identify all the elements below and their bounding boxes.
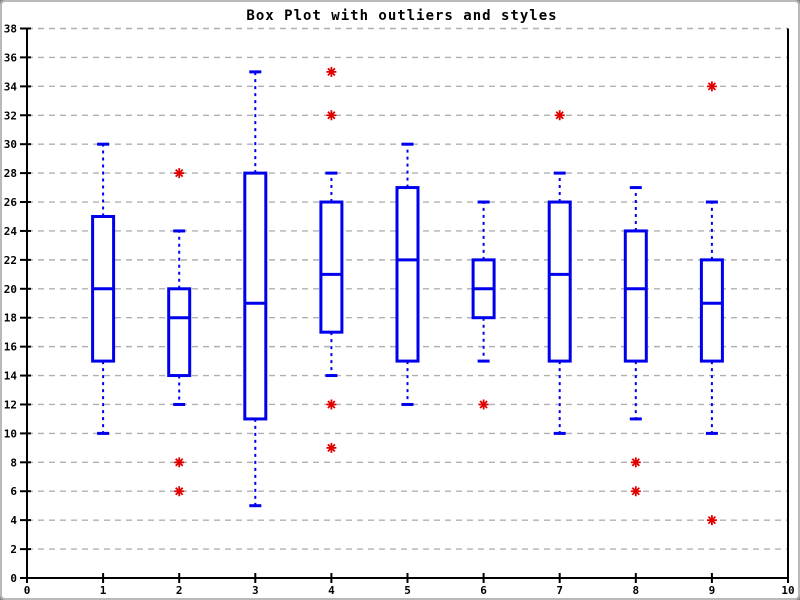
outlier-marker xyxy=(554,110,565,121)
outlier-ray xyxy=(327,443,336,452)
box-group xyxy=(395,142,420,406)
box-group xyxy=(471,200,496,410)
outlier-marker xyxy=(326,399,337,410)
outlier-marker xyxy=(326,66,337,77)
outlier-ray xyxy=(479,400,488,409)
y-tick-label: 4 xyxy=(10,514,17,527)
x-tick-label: 0 xyxy=(24,584,31,597)
y-tick-label: 2 xyxy=(10,543,17,556)
y-tick-label: 8 xyxy=(10,456,17,469)
iqr-box xyxy=(547,200,572,363)
x-tick-label: 9 xyxy=(709,584,716,597)
outlier-marker xyxy=(174,486,185,497)
box-group xyxy=(243,70,268,508)
x-tick-label: 3 xyxy=(252,584,259,597)
x-tick-label: 5 xyxy=(404,584,411,597)
x-tick-label: 4 xyxy=(328,584,335,597)
outlier-ray xyxy=(327,400,336,409)
outlier-ray xyxy=(631,458,640,467)
y-tick-label: 24 xyxy=(4,225,18,238)
outlier-marker xyxy=(326,442,337,453)
y-tick-label: 16 xyxy=(4,341,18,354)
chart-title: Box Plot with outliers and styles xyxy=(246,8,558,24)
x-tick-label: 7 xyxy=(556,584,563,597)
y-tick-label: 34 xyxy=(4,80,18,93)
iqr-box xyxy=(167,287,192,378)
y-tick-label: 36 xyxy=(4,51,18,64)
iqr-box xyxy=(243,171,268,421)
x-tick-label: 6 xyxy=(480,584,487,597)
iqr-box xyxy=(623,229,648,363)
outlier-marker xyxy=(326,110,337,121)
outlier-marker xyxy=(706,81,717,92)
y-tick-label: 26 xyxy=(4,196,18,209)
outlier-ray xyxy=(175,458,184,467)
box-group xyxy=(167,168,192,497)
x-tick-label: 8 xyxy=(632,584,639,597)
box-group xyxy=(319,66,344,453)
outlier-ray xyxy=(327,111,336,120)
iqr-box xyxy=(699,258,724,363)
y-tick-label: 22 xyxy=(4,254,17,267)
y-tick-label: 28 xyxy=(4,167,17,180)
outlier-marker xyxy=(706,515,717,526)
outlier-ray xyxy=(555,111,564,120)
y-tick-label: 38 xyxy=(4,23,17,36)
iqr-box xyxy=(319,200,344,334)
outlier-ray xyxy=(707,516,717,525)
outlier-marker xyxy=(478,399,489,410)
box-group xyxy=(699,81,724,526)
y-tick-label: 12 xyxy=(4,398,17,411)
y-tick-label: 18 xyxy=(4,312,17,325)
outlier-ray xyxy=(175,487,184,496)
y-tick-label: 10 xyxy=(4,427,17,440)
x-tick-label: 1 xyxy=(100,584,107,597)
y-tick-label: 32 xyxy=(4,109,17,122)
outlier-marker xyxy=(630,457,641,468)
box-group xyxy=(547,110,572,435)
outlier-ray xyxy=(707,82,717,91)
outlier-ray xyxy=(327,67,336,77)
x-tick-label: 2 xyxy=(176,584,183,597)
outlier-marker xyxy=(174,457,185,468)
outlier-ray xyxy=(175,168,184,178)
x-tick-label: 10 xyxy=(781,584,794,597)
y-tick-label: 6 xyxy=(10,485,17,498)
box-group xyxy=(91,142,116,435)
y-tick-label: 14 xyxy=(4,370,18,383)
box-group xyxy=(623,186,648,497)
y-tick-label: 20 xyxy=(4,283,17,296)
y-tick-label: 30 xyxy=(4,138,17,151)
outlier-marker xyxy=(630,486,641,497)
y-tick-label: 0 xyxy=(10,572,17,585)
outlier-marker xyxy=(174,168,185,179)
iqr-box xyxy=(395,186,420,363)
outlier-ray xyxy=(631,487,640,496)
